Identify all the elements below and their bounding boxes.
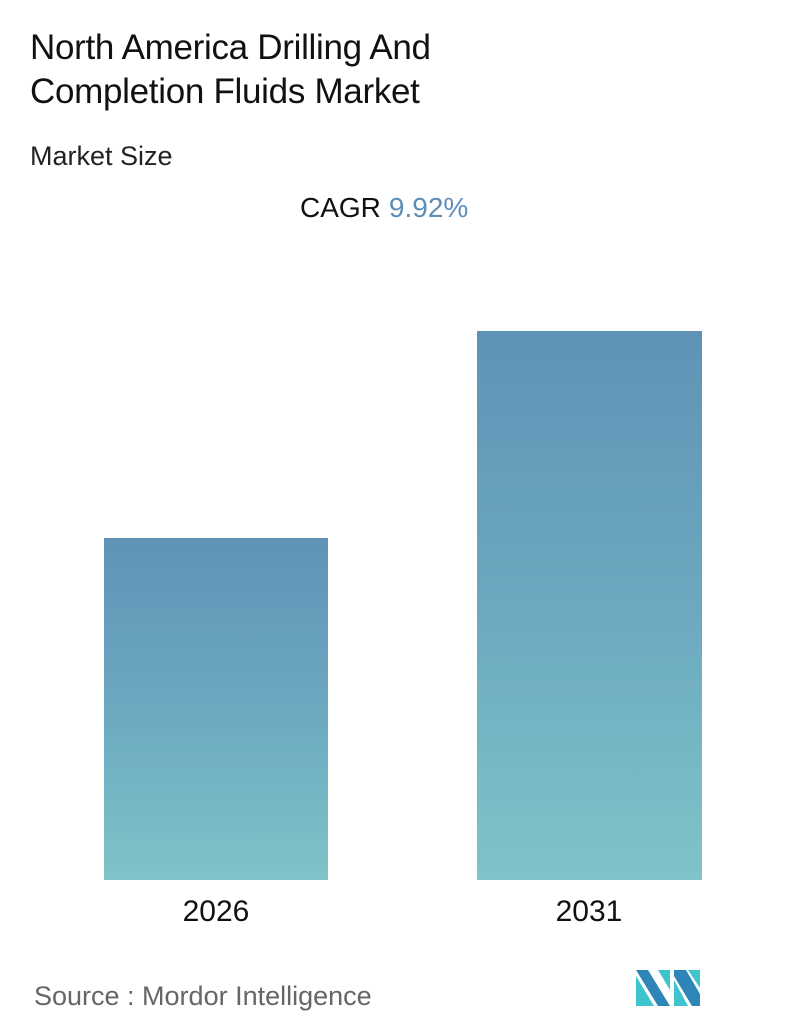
x-label-2026: 2026: [182, 895, 250, 928]
cagr-annotation: CAGR 9.92%: [300, 190, 468, 226]
chart-subtitle: Market Size: [30, 141, 173, 171]
title-line-2: Completion Fluids Market: [30, 72, 420, 111]
mordor-intelligence-logo-icon: [636, 970, 700, 1006]
cagr-value: 9.92%: [388, 192, 469, 223]
source-text: Source : Mordor Intelligence: [34, 981, 372, 1011]
title-line-1: North America Drilling And: [30, 28, 431, 67]
chart-title: North America Drilling And Completion Fl…: [30, 26, 630, 114]
cagr-label: CAGR: [300, 192, 381, 223]
x-label-2031: 2031: [555, 895, 623, 928]
bar-2026: [104, 538, 328, 880]
bar-2031: [477, 331, 702, 880]
